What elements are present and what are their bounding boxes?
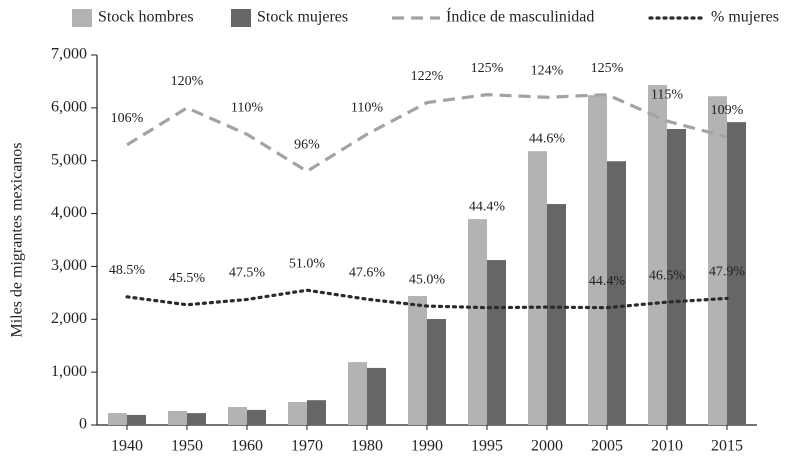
x-tick-label: 1970 bbox=[291, 438, 323, 455]
bar bbox=[127, 414, 146, 425]
bar bbox=[408, 296, 427, 425]
x-tick-label: 2010 bbox=[651, 438, 683, 455]
bar bbox=[708, 96, 727, 425]
bar bbox=[487, 260, 506, 425]
y-tick-label: 0 bbox=[79, 416, 87, 433]
bar bbox=[727, 122, 746, 425]
bar bbox=[648, 85, 667, 425]
y-tick-label: 1,000 bbox=[51, 363, 87, 380]
bar bbox=[367, 367, 386, 425]
y-tick-label: 3,000 bbox=[51, 257, 87, 274]
y-tick-label: 7,000 bbox=[51, 46, 87, 63]
data-label: 120% bbox=[171, 74, 204, 89]
x-tick-label: 1995 bbox=[471, 438, 503, 455]
y-tick-label: 5,000 bbox=[51, 151, 87, 168]
bar bbox=[427, 319, 446, 425]
line-series bbox=[125, 288, 729, 310]
bar bbox=[547, 204, 566, 425]
x-tick-label: 2000 bbox=[531, 438, 563, 455]
data-label: 48.5% bbox=[109, 263, 146, 278]
data-label: 44.4% bbox=[469, 199, 506, 214]
bar bbox=[468, 219, 487, 425]
data-label: 115% bbox=[651, 87, 683, 102]
x-tick-label: 2005 bbox=[591, 438, 623, 455]
legend-label: Stock hombres bbox=[98, 9, 194, 26]
legend-swatch bbox=[231, 9, 251, 27]
bar bbox=[228, 407, 247, 425]
data-label: 106% bbox=[111, 111, 144, 126]
bar bbox=[187, 413, 206, 425]
data-label: 44.6% bbox=[529, 131, 566, 146]
legend-label: Stock mujeres bbox=[257, 9, 348, 26]
data-label: 45.0% bbox=[409, 272, 446, 287]
bar bbox=[108, 413, 127, 425]
data-label: 47.9% bbox=[709, 265, 746, 280]
bar bbox=[588, 95, 607, 426]
data-label: 96% bbox=[294, 138, 320, 153]
x-tick-label: 2015 bbox=[711, 438, 743, 455]
y-axis-label: Miles de migrantes mexicanos bbox=[9, 142, 26, 337]
bar bbox=[168, 410, 187, 425]
bar bbox=[667, 129, 686, 425]
bar bbox=[247, 409, 266, 425]
y-tick-label: 6,000 bbox=[51, 99, 87, 116]
data-label: 44.4% bbox=[589, 274, 626, 289]
x-tick-label: 1950 bbox=[171, 438, 203, 455]
legend-label: % mujeres bbox=[711, 9, 779, 26]
data-label: 125% bbox=[471, 61, 504, 76]
data-label: 45.5% bbox=[169, 271, 206, 286]
bar bbox=[288, 402, 307, 425]
data-label: 124% bbox=[531, 64, 564, 79]
y-tick-label: 4,000 bbox=[51, 204, 87, 221]
data-label: 110% bbox=[351, 101, 383, 116]
bar bbox=[307, 400, 326, 425]
data-label: 109% bbox=[711, 103, 744, 118]
data-label: 110% bbox=[231, 101, 263, 116]
bar bbox=[348, 362, 367, 425]
legend-label: Índice de masculinidad bbox=[446, 7, 594, 26]
data-label: 122% bbox=[411, 69, 444, 84]
data-label: 125% bbox=[591, 61, 624, 76]
data-label: 51.0% bbox=[289, 256, 326, 271]
data-label: 46.5% bbox=[649, 268, 686, 283]
bar bbox=[528, 151, 547, 425]
y-tick-label: 2,000 bbox=[51, 310, 87, 327]
legend-swatch bbox=[72, 9, 92, 27]
x-tick-label: 1980 bbox=[351, 438, 383, 455]
line-series bbox=[126, 93, 728, 174]
x-tick-label: 1990 bbox=[411, 438, 443, 455]
data-label: 47.6% bbox=[349, 265, 386, 280]
x-tick-label: 1960 bbox=[231, 438, 263, 455]
bar bbox=[607, 161, 626, 425]
x-tick-label: 1940 bbox=[111, 438, 143, 455]
data-label: 47.5% bbox=[229, 266, 266, 281]
